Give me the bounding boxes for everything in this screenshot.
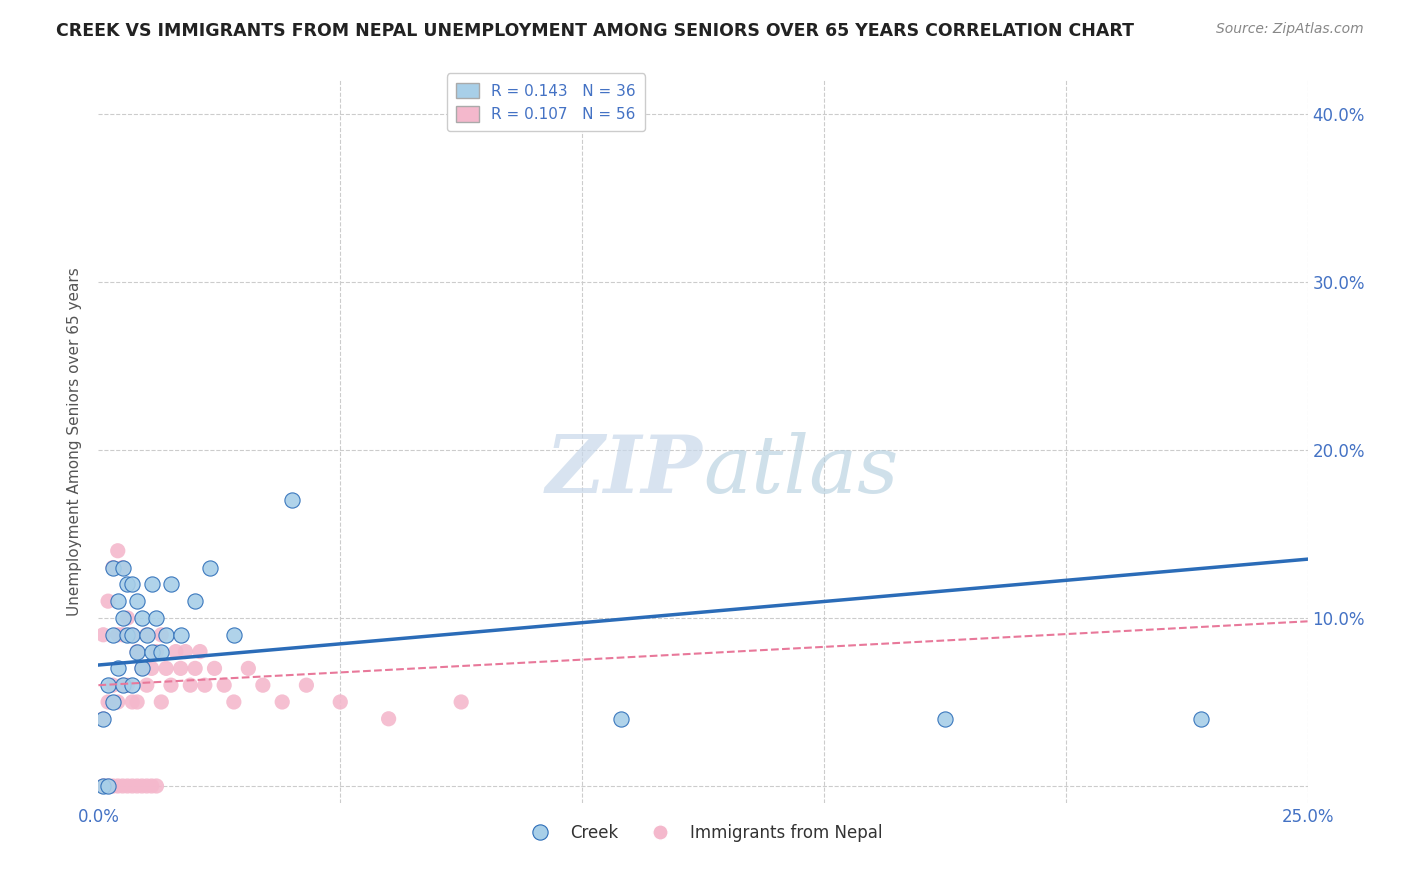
Point	[111, 560, 134, 574]
Point	[107, 695, 129, 709]
Point	[107, 779, 129, 793]
Point	[117, 628, 139, 642]
Point	[1189, 712, 1212, 726]
Point	[131, 779, 153, 793]
Point	[179, 678, 201, 692]
Point	[271, 695, 294, 709]
Point	[111, 611, 134, 625]
Point	[222, 628, 245, 642]
Point	[131, 661, 153, 675]
Point	[101, 678, 124, 692]
Point	[155, 661, 177, 675]
Point	[91, 712, 114, 726]
Point	[160, 678, 183, 692]
Point	[295, 678, 318, 692]
Point	[145, 644, 167, 658]
Point	[150, 695, 173, 709]
Point	[238, 661, 260, 675]
Point	[111, 678, 134, 692]
Point	[329, 695, 352, 709]
Point	[101, 560, 124, 574]
Point	[145, 779, 167, 793]
Point	[107, 543, 129, 558]
Point	[97, 779, 120, 793]
Text: Source: ZipAtlas.com: Source: ZipAtlas.com	[1216, 22, 1364, 37]
Point	[135, 678, 157, 692]
Point	[121, 695, 143, 709]
Point	[101, 560, 124, 574]
Point	[101, 695, 124, 709]
Point	[97, 678, 120, 692]
Point	[127, 644, 149, 658]
Point	[91, 628, 114, 642]
Point	[131, 611, 153, 625]
Point	[121, 678, 143, 692]
Point	[610, 712, 633, 726]
Legend: Creek, Immigrants from Nepal: Creek, Immigrants from Nepal	[517, 817, 889, 848]
Point	[212, 678, 235, 692]
Point	[377, 712, 399, 726]
Point	[117, 577, 139, 591]
Point	[160, 577, 183, 591]
Point	[91, 779, 114, 793]
Y-axis label: Unemployment Among Seniors over 65 years: Unemployment Among Seniors over 65 years	[67, 268, 83, 615]
Point	[121, 779, 143, 793]
Point	[111, 628, 134, 642]
Point	[450, 695, 472, 709]
Point	[184, 661, 207, 675]
Point	[117, 678, 139, 692]
Point	[145, 611, 167, 625]
Point	[188, 644, 211, 658]
Point	[252, 678, 274, 692]
Point	[169, 628, 191, 642]
Point	[141, 644, 163, 658]
Point	[135, 628, 157, 642]
Point	[107, 628, 129, 642]
Point	[127, 594, 149, 608]
Point	[107, 594, 129, 608]
Point	[101, 628, 124, 642]
Point	[150, 628, 173, 642]
Point	[97, 594, 120, 608]
Point	[135, 628, 157, 642]
Point	[934, 712, 956, 726]
Point	[281, 493, 304, 508]
Point	[222, 695, 245, 709]
Point	[107, 661, 129, 675]
Text: CREEK VS IMMIGRANTS FROM NEPAL UNEMPLOYMENT AMONG SENIORS OVER 65 YEARS CORRELAT: CREEK VS IMMIGRANTS FROM NEPAL UNEMPLOYM…	[56, 22, 1135, 40]
Point	[127, 779, 149, 793]
Point	[91, 712, 114, 726]
Point	[101, 779, 124, 793]
Point	[121, 628, 143, 642]
Point	[150, 644, 173, 658]
Point	[198, 560, 221, 574]
Point	[121, 628, 143, 642]
Point	[141, 577, 163, 591]
Point	[141, 779, 163, 793]
Point	[155, 628, 177, 642]
Point	[184, 594, 207, 608]
Point	[141, 661, 163, 675]
Text: ZIP: ZIP	[546, 432, 703, 509]
Point	[165, 644, 187, 658]
Point	[111, 779, 134, 793]
Point	[204, 661, 226, 675]
Point	[135, 779, 157, 793]
Point	[111, 560, 134, 574]
Point	[117, 779, 139, 793]
Point	[131, 661, 153, 675]
Point	[174, 644, 197, 658]
Point	[97, 695, 120, 709]
Point	[127, 644, 149, 658]
Point	[121, 577, 143, 591]
Point	[117, 611, 139, 625]
Point	[111, 678, 134, 692]
Point	[97, 779, 120, 793]
Point	[169, 661, 191, 675]
Point	[91, 779, 114, 793]
Text: atlas: atlas	[703, 432, 898, 509]
Point	[127, 695, 149, 709]
Point	[194, 678, 217, 692]
